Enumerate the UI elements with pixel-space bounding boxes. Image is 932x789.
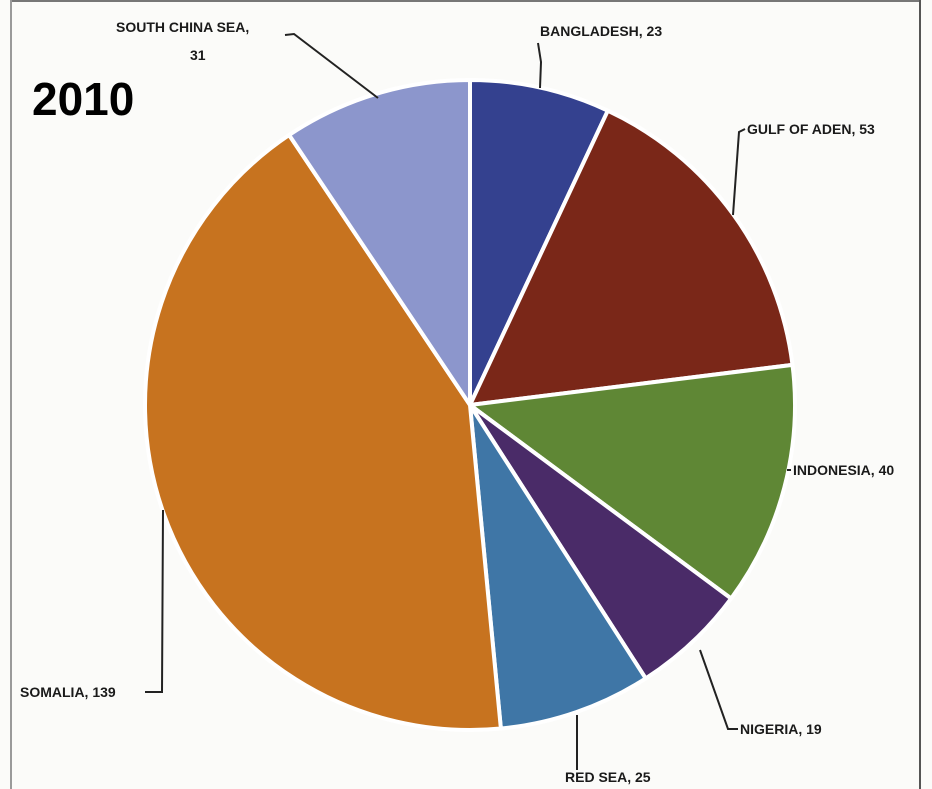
leader-line-bangladesh xyxy=(537,42,543,89)
leader-line-gulf-of-aden xyxy=(732,128,746,216)
pie-slice-indonesia xyxy=(468,362,797,601)
label-nigeria: NIGERIA, 19 xyxy=(740,721,822,737)
label-gulf-of-aden: GULF OF ADEN, 53 xyxy=(747,121,875,137)
leader-line-somalia xyxy=(145,509,164,693)
frame-border-top xyxy=(10,0,921,2)
frame-border-left xyxy=(10,0,12,789)
leader-line-nigeria xyxy=(699,649,738,730)
leader-line-south-china-sea xyxy=(284,32,379,99)
frame-border-right xyxy=(919,0,921,789)
pie-slice-red-sea xyxy=(468,403,648,731)
pie-slices xyxy=(143,78,797,732)
pie-slice-south-china-sea xyxy=(287,78,472,407)
chart-title: 2010 xyxy=(32,73,135,125)
leader-lines xyxy=(145,32,791,770)
label-indonesia: INDONESIA, 40 xyxy=(793,462,894,478)
label-south-china-sea-value: 31 xyxy=(190,47,206,63)
label-bangladesh: BANGLADESH, 23 xyxy=(540,23,662,39)
label-red-sea: RED SEA, 25 xyxy=(565,769,651,785)
label-somalia: SOMALIA, 139 xyxy=(20,684,116,700)
label-south-china-sea: SOUTH CHINA SEA, xyxy=(116,19,249,35)
